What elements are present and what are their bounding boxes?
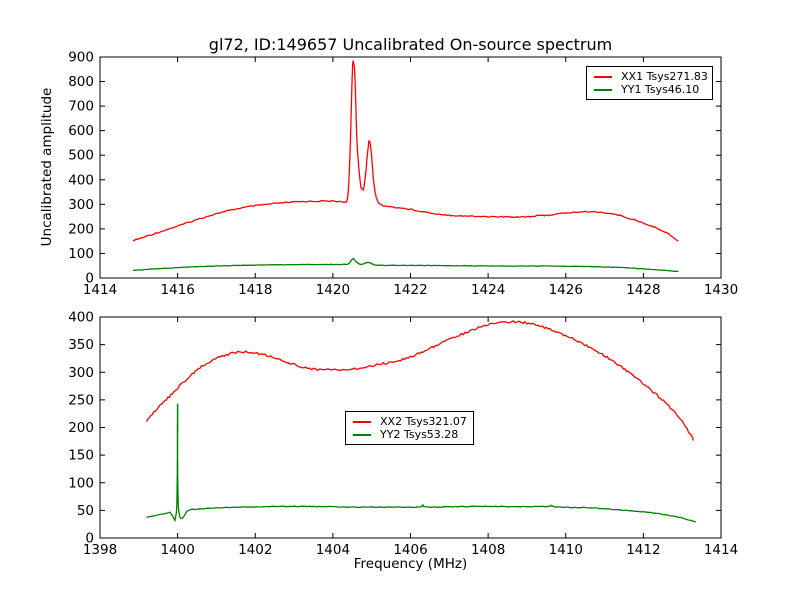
x-tick-label: 1424 xyxy=(471,282,505,298)
y-axis-label: Uncalibrated amplitude xyxy=(39,87,55,247)
axes-frame xyxy=(99,316,722,539)
axes-bottom: 1398 1400 1402 1404 1406 1408 1410 1412 1414 0 50 1… xyxy=(68,310,738,559)
x-tick-label: 1408 xyxy=(471,542,505,558)
y-tick-label: 400 xyxy=(68,310,94,326)
legend-label-yy1: YY1 Tsys46.10 xyxy=(621,83,700,96)
series-yy1-curve xyxy=(132,257,679,273)
xx2-line-sample-icon xyxy=(353,421,371,423)
legend-bottom-plot: XX2 Tsys321.07 YY2 Tsys53.28 xyxy=(345,411,474,445)
series-yy2-curve xyxy=(146,403,697,523)
y-tick-label: 250 xyxy=(68,392,94,408)
x-tick-label: 1420 xyxy=(316,282,350,298)
xx1-line-sample-icon xyxy=(594,76,612,78)
x-tick-label: 1430 xyxy=(704,282,738,298)
legend-entry-yy1: YY1 Tsys46.10 xyxy=(594,84,705,96)
x-tick-label: 1422 xyxy=(393,282,427,298)
legend-label-yy2: YY2 Tsys53.28 xyxy=(380,428,459,441)
x-tick-label: 1412 xyxy=(626,542,660,558)
x-tick-label: 1406 xyxy=(393,542,427,558)
y-tick-label: 800 xyxy=(68,74,94,90)
legend-entry-xx1: XX1 Tsys271.83 xyxy=(594,70,708,83)
yy2-line-sample-icon xyxy=(353,434,371,436)
y-tick-label: 200 xyxy=(68,420,94,436)
x-tick-label: 1400 xyxy=(160,542,194,558)
y-tick-label: 400 xyxy=(68,172,94,188)
y-tick-label: 900 xyxy=(68,50,94,66)
x-tick-label: 1416 xyxy=(160,282,194,298)
y-tick-label: 50 xyxy=(77,503,94,519)
x-axis-label: Frequency (MHz) xyxy=(353,556,468,572)
x-tick-label: 1418 xyxy=(238,282,272,298)
legend-label-xx1: XX1 Tsys271.83 xyxy=(621,70,708,83)
y-tick-label: 700 xyxy=(68,99,94,115)
y-tick-label: 0 xyxy=(85,271,94,287)
x-tick-label: 1404 xyxy=(316,542,350,558)
x-tick-label: 1414 xyxy=(704,542,738,558)
legend-label-xx2: XX2 Tsys321.07 xyxy=(380,415,467,428)
x-tick-label: 1410 xyxy=(549,542,583,558)
y-tick-label: 350 xyxy=(68,337,94,353)
y-tick-label: 500 xyxy=(68,148,94,164)
series-xx2-curve xyxy=(145,320,695,441)
y-tick-label: 100 xyxy=(68,246,94,262)
y-tick-label: 0 xyxy=(85,531,94,547)
x-tick-label: 1398 xyxy=(83,542,117,558)
chart-title: gl72, ID:149657 Uncalibrated On-source s… xyxy=(208,35,613,54)
yy1-line-sample-icon xyxy=(594,89,612,91)
series-xx1-curve xyxy=(132,59,679,242)
y-tick-label: 300 xyxy=(68,365,94,381)
axes-top: 1414 1416 1418 1420 1422 1424 1426 1428 1430 0 100… xyxy=(68,50,738,299)
x-tick-label: 1402 xyxy=(238,542,272,558)
legend-top-plot: XX1 Tsys271.83 YY1 Tsys46.10 xyxy=(586,66,713,100)
y-tick-label: 300 xyxy=(68,197,94,213)
y-tick-label: 200 xyxy=(68,221,94,237)
x-tick-label: 1428 xyxy=(626,282,660,298)
legend-entry-xx2: XX2 Tsys321.07 xyxy=(353,415,467,428)
legend-entry-yy2: YY2 Tsys53.28 xyxy=(353,429,466,441)
x-tick-label: 1426 xyxy=(549,282,583,298)
y-tick-label: 600 xyxy=(68,123,94,139)
axes-frame xyxy=(99,56,722,279)
y-tick-label: 100 xyxy=(68,475,94,491)
x-tick-label: 1414 xyxy=(83,282,117,298)
y-tick-label: 150 xyxy=(68,448,94,464)
